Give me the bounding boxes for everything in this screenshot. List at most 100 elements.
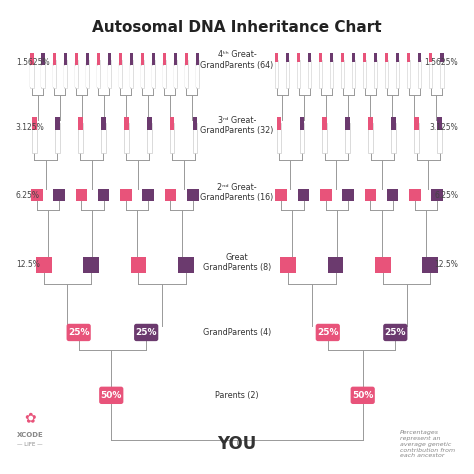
Bar [297,60,300,88]
FancyBboxPatch shape [130,53,133,63]
FancyBboxPatch shape [164,189,176,201]
FancyBboxPatch shape [297,53,300,63]
FancyBboxPatch shape [86,53,89,63]
FancyBboxPatch shape [193,118,197,130]
Text: 1.5625%: 1.5625% [425,58,458,67]
FancyBboxPatch shape [53,53,56,63]
Bar [185,64,188,87]
Bar [147,123,152,153]
FancyBboxPatch shape [78,118,82,130]
FancyBboxPatch shape [174,55,177,65]
Bar [429,60,432,88]
Bar [55,123,60,153]
Bar [152,64,155,87]
Bar [368,123,373,153]
Text: ✿: ✿ [24,411,36,426]
FancyBboxPatch shape [55,118,60,130]
FancyBboxPatch shape [196,53,199,63]
FancyBboxPatch shape [101,118,106,130]
Bar [141,60,144,88]
FancyBboxPatch shape [365,189,376,201]
FancyBboxPatch shape [187,189,199,201]
Text: YOU: YOU [218,435,256,453]
FancyBboxPatch shape [422,257,438,273]
FancyBboxPatch shape [30,53,34,63]
Bar [308,60,311,88]
FancyBboxPatch shape [330,53,333,63]
Text: 25%: 25% [136,328,157,337]
FancyBboxPatch shape [64,66,67,87]
Text: Autosomal DNA Inheritance Chart: Autosomal DNA Inheritance Chart [92,20,382,36]
FancyBboxPatch shape [74,55,78,65]
Bar [74,60,78,88]
FancyBboxPatch shape [383,324,408,341]
Bar [108,60,111,88]
Bar [118,64,122,87]
Text: 3.125%: 3.125% [16,123,45,132]
Bar [437,123,442,153]
FancyBboxPatch shape [163,66,166,87]
Bar [396,60,400,88]
FancyBboxPatch shape [341,53,344,63]
Bar [108,64,111,87]
Bar [42,60,45,88]
Bar [97,64,100,87]
FancyBboxPatch shape [86,55,89,65]
Bar [118,60,122,88]
FancyBboxPatch shape [328,257,344,273]
FancyBboxPatch shape [53,55,56,65]
FancyBboxPatch shape [185,55,188,65]
FancyBboxPatch shape [387,189,399,201]
FancyBboxPatch shape [308,53,311,63]
FancyBboxPatch shape [120,189,132,201]
FancyBboxPatch shape [53,189,65,201]
Bar [53,60,56,88]
FancyBboxPatch shape [429,53,432,63]
FancyBboxPatch shape [32,118,37,130]
FancyBboxPatch shape [316,324,340,341]
Text: 6.25%: 6.25% [434,191,458,200]
FancyBboxPatch shape [185,53,188,63]
Bar [64,60,67,88]
FancyBboxPatch shape [42,55,45,65]
FancyBboxPatch shape [152,66,155,87]
Bar [196,64,199,87]
Text: 4ᵗʰ Great-
GrandParents (64): 4ᵗʰ Great- GrandParents (64) [201,50,273,70]
FancyBboxPatch shape [74,53,78,63]
Text: 25%: 25% [68,328,90,337]
FancyBboxPatch shape [280,257,296,273]
FancyBboxPatch shape [42,53,45,63]
FancyBboxPatch shape [97,55,100,65]
FancyBboxPatch shape [174,66,177,87]
FancyBboxPatch shape [53,66,56,87]
FancyBboxPatch shape [31,189,43,201]
FancyBboxPatch shape [375,257,391,273]
FancyBboxPatch shape [42,66,45,87]
FancyBboxPatch shape [86,66,89,87]
FancyBboxPatch shape [275,189,287,201]
FancyBboxPatch shape [178,257,194,273]
FancyBboxPatch shape [431,189,443,201]
Bar [185,60,188,88]
Bar [78,123,82,153]
Text: 3ʳᵈ Great-
GrandParents (32): 3ʳᵈ Great- GrandParents (32) [201,116,273,135]
Bar [418,60,421,88]
FancyBboxPatch shape [392,118,396,130]
Bar [286,60,289,88]
FancyBboxPatch shape [130,257,146,273]
Bar [174,60,177,88]
FancyBboxPatch shape [108,53,111,63]
FancyBboxPatch shape [118,55,122,65]
FancyBboxPatch shape [185,66,188,87]
FancyBboxPatch shape [141,53,144,63]
FancyBboxPatch shape [83,257,99,273]
Bar [174,64,177,87]
Text: 25%: 25% [384,328,406,337]
FancyBboxPatch shape [108,55,111,65]
Text: Parents (2): Parents (2) [215,391,259,400]
FancyBboxPatch shape [351,387,375,404]
Bar [300,123,304,153]
FancyBboxPatch shape [298,189,310,201]
Bar [275,60,278,88]
Bar [152,60,155,88]
